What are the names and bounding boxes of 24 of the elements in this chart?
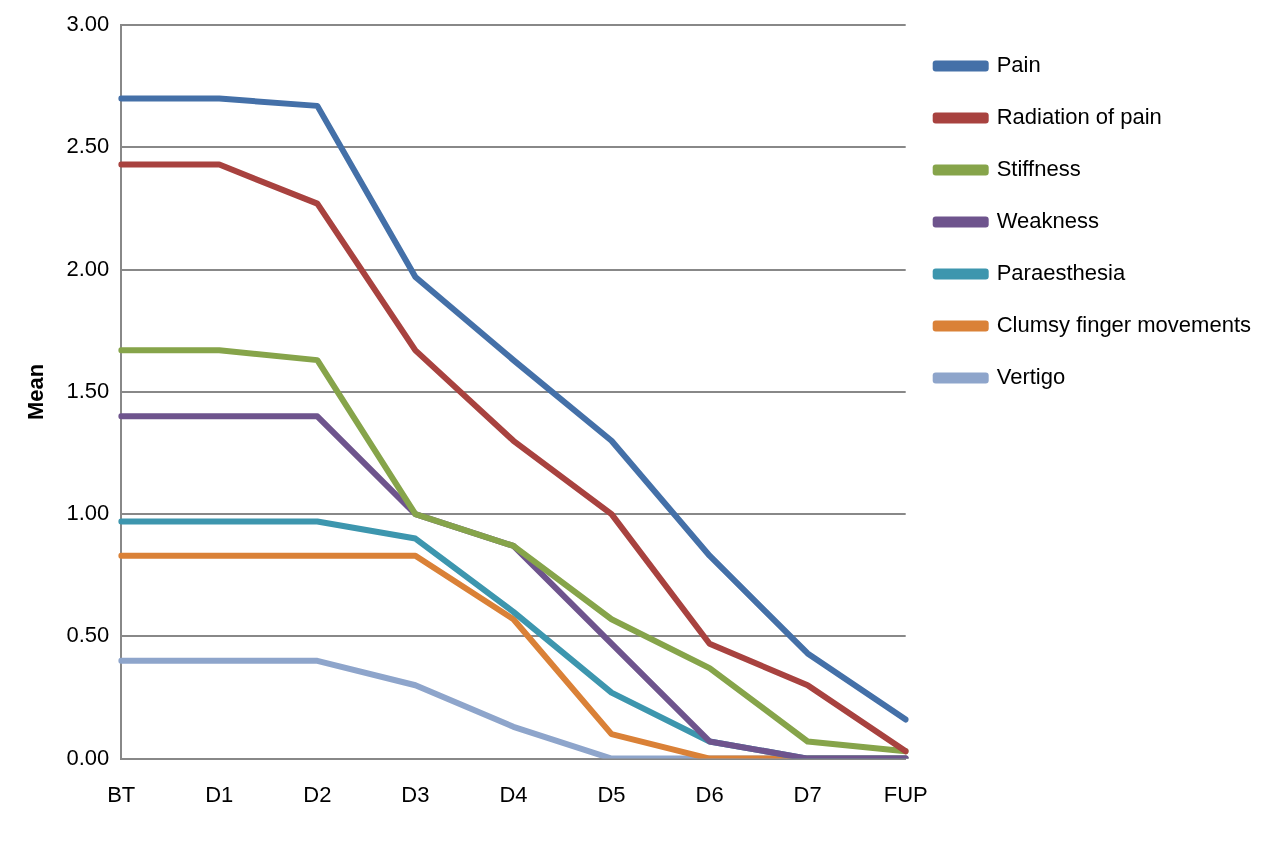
x-tick-label: D6	[695, 781, 724, 807]
y-tick-label: 1.00	[66, 500, 110, 526]
legend-label: Radiation of pain	[996, 104, 1162, 130]
y-tick-label: 1.50	[66, 377, 110, 403]
y-tick-label: 0.50	[66, 622, 110, 648]
legend-label: Paraesthesia	[996, 260, 1126, 286]
x-tick-label: D7	[793, 781, 822, 807]
legend-label: Weakness	[996, 208, 1100, 234]
y-axis-title: Mean	[23, 363, 49, 421]
x-tick-label: FUP	[883, 781, 928, 807]
x-tick-label: BT	[107, 781, 136, 807]
legend-label: Pain	[996, 52, 1041, 78]
y-tick-label: 2.00	[66, 255, 110, 281]
x-tick-label: D5	[597, 781, 626, 807]
y-tick-label: 0.00	[66, 744, 110, 770]
x-tick-label: D1	[205, 781, 234, 807]
y-tick-label: 2.50	[66, 133, 110, 159]
x-tick-label: D3	[401, 781, 430, 807]
legend-label: Vertigo	[996, 364, 1066, 390]
legend-label: Clumsy finger movements	[996, 312, 1252, 338]
x-tick-label: D4	[499, 781, 528, 807]
legend-label: Stiffness	[996, 156, 1081, 182]
x-tick-label: D2	[303, 781, 332, 807]
y-tick-label: 3.00	[66, 11, 110, 37]
